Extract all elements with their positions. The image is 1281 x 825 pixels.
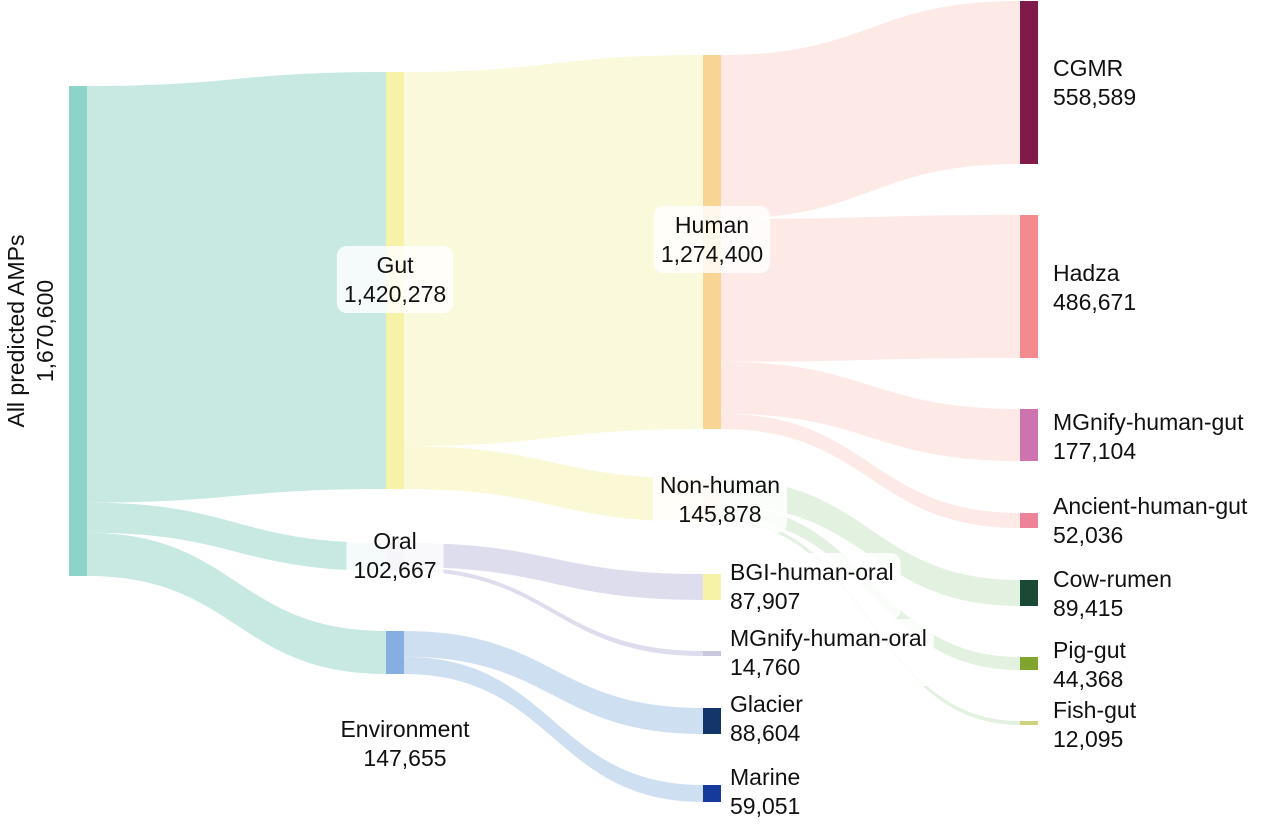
link-human-cgmr [721, 1, 1020, 219]
node-name-label: MGnify-human-oral [730, 625, 927, 651]
node-cow [1020, 580, 1038, 606]
label-marine: Marine 59,051 [730, 764, 800, 819]
node-mgnify-gut [1020, 409, 1038, 461]
node-value-label: 1,274,400 [661, 241, 763, 267]
node-cgmr [1020, 1, 1038, 164]
node-hadza [1020, 215, 1038, 358]
node-glacier [703, 708, 721, 734]
label-ancient: Ancient-human-gut 52,036 [1053, 493, 1248, 548]
node-fish [1020, 721, 1038, 725]
link-oral-bgi_oral [404, 543, 703, 600]
node-name-label: Glacier [730, 691, 803, 717]
node-value-label: 89,415 [1053, 595, 1123, 621]
link-all-gut [87, 72, 386, 503]
link-gut-human [404, 55, 703, 447]
label-background [653, 206, 771, 273]
link-env-glacier [404, 631, 703, 734]
label-human: Human 1,274,400 [653, 206, 771, 273]
link-all-oral [87, 502, 386, 571]
node-value-label: 87,907 [730, 588, 800, 614]
link-human-mgnify_gut [721, 361, 1020, 461]
node-value-label: 14,760 [730, 654, 800, 680]
label-cgmr: CGMR 558,589 [1053, 55, 1136, 110]
label-all: All predicted AMPs 1,670,600 [3, 234, 58, 427]
label-mgnify-gut: MGnify-human-gut 177,104 [1053, 409, 1244, 464]
node-bgi-oral [703, 574, 721, 600]
node-value-label: 147,655 [363, 745, 446, 771]
node-value-label: 44,368 [1053, 666, 1123, 692]
node-name-label: Pig-gut [1053, 637, 1126, 663]
link-nonhuman-cow [721, 479, 1020, 606]
link-all-env [87, 532, 386, 674]
node-name-label: Human [675, 212, 749, 238]
node-mgnify-oral [703, 651, 721, 656]
node-name-label: Marine [730, 764, 800, 790]
link-human-ancient [721, 413, 1020, 528]
label-oral: Oral 102,667 [346, 522, 444, 589]
node-name-label: BGI-human-oral [730, 559, 894, 585]
node-name-label: Gut [376, 252, 414, 278]
label-background [723, 553, 901, 620]
label-cow: Cow-rumen 89,415 [1053, 566, 1172, 621]
label-nonhuman: Non-human 145,878 [652, 466, 788, 533]
node-name-label: Fish-gut [1053, 697, 1137, 723]
label-hadza: Hadza 486,671 [1053, 260, 1136, 315]
label-background [652, 466, 788, 533]
node-name-label: Non-human [660, 472, 780, 498]
label-mgnify-oral: MGnify-human-oral 14,760 [723, 619, 934, 686]
label-background [346, 522, 444, 589]
node-name-label: All predicted AMPs [3, 234, 29, 427]
label-gut: Gut 1,420,278 [336, 246, 454, 313]
node-value-label: 59,051 [730, 793, 800, 819]
label-env: Environment 147,655 [340, 716, 470, 771]
node-value-label: 12,095 [1053, 726, 1123, 752]
label-background [723, 619, 934, 686]
link-human-hadza [721, 215, 1020, 362]
node-name-label: Oral [373, 528, 416, 554]
label-pig: Pig-gut 44,368 [1053, 637, 1126, 692]
node-value-label: 1,670,600 [32, 280, 58, 382]
label-bgi-oral: BGI-human-oral 87,907 [723, 553, 901, 620]
node-name-label: Ancient-human-gut [1053, 493, 1248, 519]
node-name-label: Hadza [1053, 260, 1120, 286]
node-marine [703, 785, 721, 802]
node-name-label: CGMR [1053, 55, 1123, 81]
node-name-label: Cow-rumen [1053, 566, 1172, 592]
node-value-label: 177,104 [1053, 438, 1136, 464]
node-value-label: 486,671 [1053, 289, 1136, 315]
node-name-label: Environment [340, 716, 470, 742]
node-pig [1020, 657, 1038, 670]
label-background [336, 246, 454, 313]
node-ancient [1020, 513, 1038, 528]
link-gut-nonhuman [404, 446, 703, 522]
node-name-label: MGnify-human-gut [1053, 409, 1244, 435]
node-env [386, 631, 404, 674]
label-fish: Fish-gut 12,095 [1053, 697, 1137, 752]
node-value-label: 52,036 [1053, 522, 1123, 548]
node-value-label: 88,604 [730, 720, 801, 746]
link-env-marine [404, 656, 703, 802]
link-oral-mgnify_oral [404, 566, 703, 656]
node-all [69, 86, 87, 576]
node-value-label: 1,420,278 [344, 281, 446, 307]
sankey-labels: All predicted AMPs 1,670,600 Gut 1,420,278 O… [3, 55, 1248, 819]
node-value-label: 102,667 [353, 557, 436, 583]
label-glacier: Glacier 88,604 [730, 691, 803, 746]
node-value-label: 145,878 [678, 501, 761, 527]
node-value-label: 558,589 [1053, 84, 1136, 110]
